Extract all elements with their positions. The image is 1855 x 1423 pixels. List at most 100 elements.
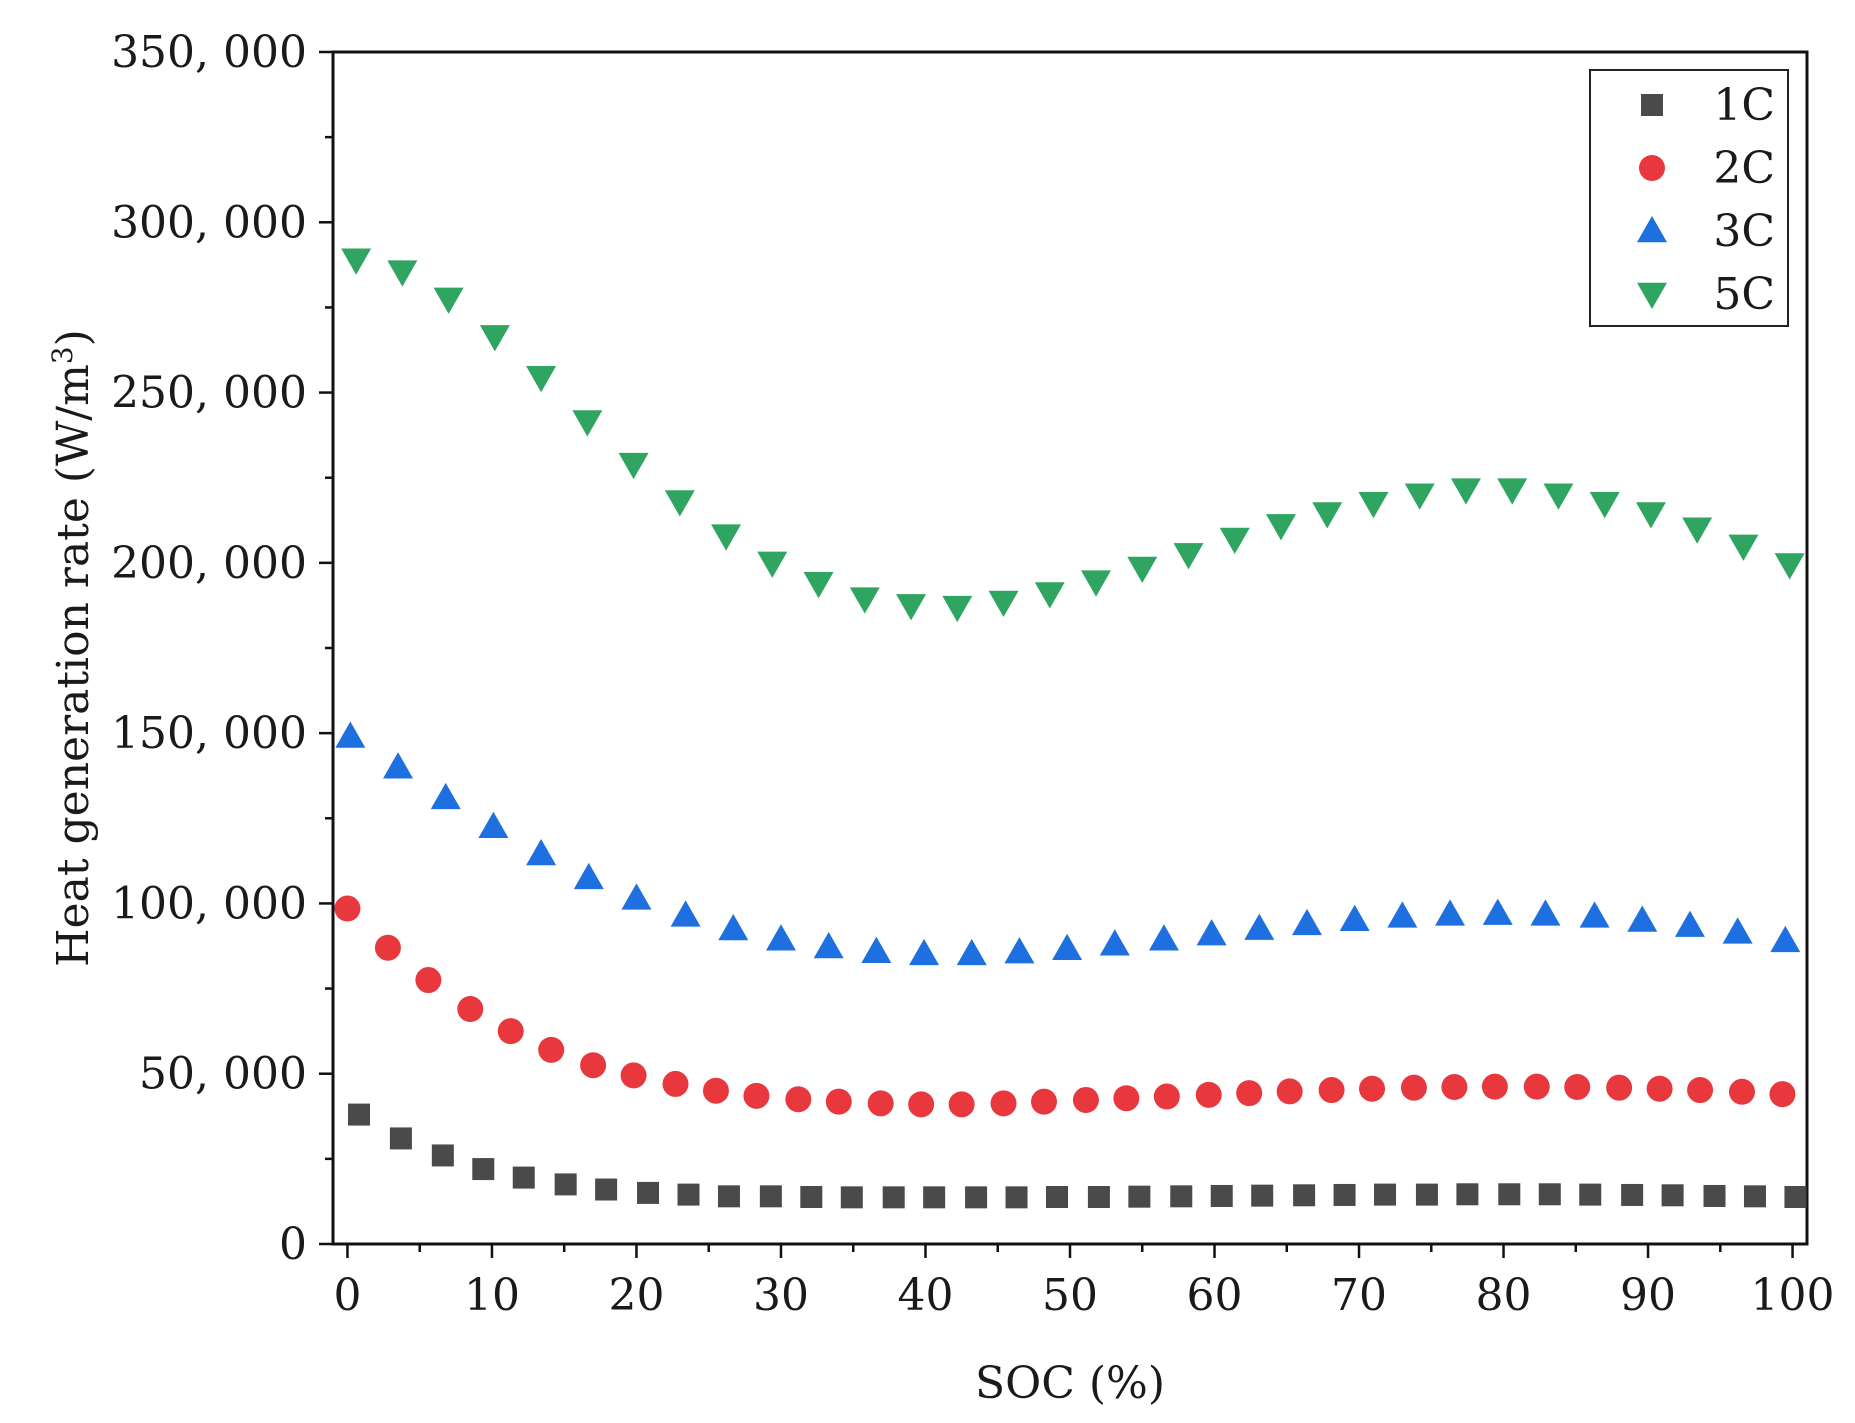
data-point-3C: [861, 936, 892, 964]
data-point-3C: [1674, 910, 1705, 937]
data-point-5C: [1543, 483, 1574, 510]
data-point-5C: [387, 260, 418, 287]
data-point-2C: [1481, 1073, 1508, 1100]
data-point-1C: [554, 1173, 577, 1196]
data-point-3C: [526, 839, 557, 866]
data-point-5C: [1497, 478, 1528, 505]
data-point-3C: [1196, 919, 1227, 946]
data-point-2C: [1359, 1075, 1386, 1102]
data-point-1C: [1661, 1184, 1684, 1207]
data-point-2C: [1400, 1074, 1427, 1101]
data-point-1C: [595, 1178, 618, 1201]
y-axis-title-main: Heat generation rate (W/m: [48, 364, 99, 967]
data-point-2C: [1276, 1078, 1303, 1105]
data-point-3C: [1770, 925, 1801, 953]
data-point-3C: [718, 913, 749, 941]
y-axis-title: Heat generation rate (W/m3): [46, 329, 100, 967]
data-point-3C: [1435, 899, 1466, 926]
data-point-3C: [1579, 901, 1610, 928]
data-point-2C: [538, 1036, 565, 1063]
data-point-5C: [479, 325, 510, 352]
x-tick-label: 60: [1187, 1270, 1243, 1321]
legend-marker-5C: [1637, 282, 1667, 309]
data-point-3C: [813, 932, 844, 959]
data-point-3C: [430, 782, 461, 810]
data-point-5C: [711, 524, 742, 551]
data-point-2C: [1072, 1086, 1099, 1113]
x-tick-label: 10: [464, 1270, 520, 1321]
y-axis-tick-labels: 0 50, 000 100, 000 150, 000 200, 000 250, 000…: [111, 27, 307, 1270]
x-axis-tick-labels: 0 10 20 30 40 50 60 70 80 90 100: [333, 1270, 1834, 1321]
plot-frame: [331, 50, 1809, 1246]
data-point-1C: [348, 1103, 371, 1126]
data-point-2C: [620, 1062, 647, 1089]
x-tick-label: 90: [1620, 1270, 1676, 1321]
y-tick-label: 250, 000: [111, 368, 307, 419]
data-point-2C: [908, 1091, 935, 1118]
legend-label-1C: 1C: [1713, 80, 1775, 131]
series-3C: [335, 721, 1801, 966]
data-point-2C: [457, 996, 484, 1023]
data-point-1C: [840, 1186, 863, 1209]
x-tick-label: 20: [608, 1270, 664, 1321]
data-point-2C: [1523, 1073, 1550, 1100]
data-point-3C: [1722, 917, 1753, 944]
legend: 1C 2C 3C 5C: [1589, 69, 1789, 327]
data-point-1C: [1333, 1183, 1356, 1206]
data-point-3C: [670, 900, 701, 927]
data-point-3C: [1482, 898, 1513, 925]
data-point-2C: [374, 934, 401, 961]
data-point-5C: [664, 490, 695, 517]
data-point-3C: [1530, 899, 1561, 926]
data-point-2C: [1728, 1078, 1755, 1105]
legend-label-2C: 2C: [1713, 143, 1775, 194]
data-point-2C: [1318, 1077, 1345, 1104]
data-point-2C: [867, 1090, 894, 1117]
data-point-1C: [1579, 1183, 1602, 1206]
data-point-1C: [431, 1144, 454, 1167]
x-axis-ticks: [346, 1244, 1794, 1258]
data-point-5C: [1034, 582, 1065, 609]
x-tick-label: 80: [1476, 1270, 1532, 1321]
data-point-1C: [1538, 1183, 1561, 1206]
legend-label-5C: 5C: [1713, 269, 1775, 320]
y-axis-title-suffix: ): [48, 329, 99, 346]
data-point-3C: [1244, 913, 1275, 940]
data-point-2C: [1441, 1073, 1468, 1100]
data-point-3C: [1339, 904, 1370, 932]
data-point-5C: [803, 572, 834, 599]
data-point-5C: [1312, 502, 1343, 529]
data-point-1C: [1293, 1184, 1316, 1207]
data-point-1C: [1210, 1184, 1233, 1207]
series-layer: [334, 248, 1807, 1209]
data-point-5C: [942, 595, 973, 623]
data-point-5C: [341, 248, 372, 275]
data-point-1C: [472, 1158, 495, 1181]
data-point-3C: [383, 752, 414, 779]
data-point-1C: [389, 1127, 412, 1150]
data-point-5C: [1404, 483, 1435, 510]
data-point-3C: [621, 883, 652, 910]
data-point-1C: [1784, 1186, 1807, 1209]
data-point-2C: [1236, 1080, 1263, 1107]
data-point-3C: [956, 938, 987, 966]
y-tick-label: 100, 000: [111, 878, 307, 929]
data-point-3C: [909, 938, 940, 966]
data-point-5C: [896, 594, 927, 621]
data-point-3C: [1291, 908, 1322, 936]
data-point-3C: [1627, 905, 1658, 932]
data-point-2C: [743, 1082, 770, 1109]
legend-marker-1C: [1641, 94, 1663, 116]
y-tick-label: 0: [279, 1219, 307, 1270]
data-point-3C: [1004, 937, 1035, 964]
data-point-2C: [1564, 1073, 1591, 1100]
data-point-5C: [1682, 517, 1713, 544]
data-point-5C: [1081, 570, 1112, 597]
data-point-3C: [1148, 924, 1179, 951]
data-point-3C: [1099, 929, 1130, 956]
data-point-5C: [1127, 556, 1158, 583]
data-point-5C: [1265, 514, 1296, 541]
x-tick-label: 0: [333, 1270, 361, 1321]
series-1C: [348, 1103, 1807, 1209]
